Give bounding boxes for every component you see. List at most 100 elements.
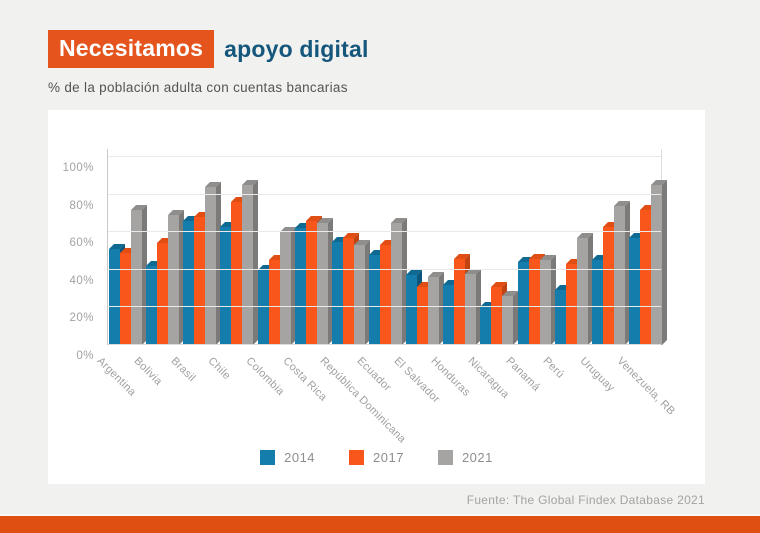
- y-axis-tick-40%: 40%: [69, 274, 94, 287]
- bar-Costa Rica-2021: [316, 222, 328, 345]
- bar-group-Uruguay: Uruguay: [577, 205, 625, 394]
- bar-group-Colombia: Colombia: [243, 232, 291, 398]
- bar-Chile-2021: [242, 185, 254, 345]
- bar-El Salvador-2017: [417, 286, 429, 345]
- bar-Chile-2014: [220, 226, 232, 345]
- bar-Perú-2021: [576, 237, 588, 345]
- bar-Argentina-2014: [109, 249, 120, 345]
- bar-Panamá-2021: [539, 260, 551, 345]
- title-badge: Necesitamos: [48, 30, 215, 68]
- bar-República Dominicana-2021: [353, 245, 365, 345]
- bar-Costa Rica-2017: [305, 220, 317, 345]
- chart-subtitle: % de la población adulta con cuentas ban…: [48, 80, 348, 95]
- bar-Honduras-2021: [465, 273, 477, 345]
- y-axis-tick-0%: 0%: [76, 350, 94, 362]
- bar-República Dominicana-2014: [331, 241, 343, 345]
- bar-Perú-2017: [565, 264, 577, 345]
- bar-Chile-2017: [231, 202, 243, 345]
- bar-Uruguay-2017: [602, 226, 614, 345]
- bar-Venezuela, RB-2021: [650, 185, 662, 345]
- bar-Nicaragua-2021: [502, 296, 514, 345]
- x-axis-label-Chile: Chile: [205, 355, 234, 383]
- bar-Colombia-2014: [257, 269, 269, 345]
- bar-group-Venezuela, RB: Venezuela, RB: [614, 185, 677, 418]
- gridline-40%: 40%: [69, 268, 661, 287]
- bar-Nicaragua-2017: [491, 286, 503, 345]
- x-axis-label-Brasil: Brasil: [168, 355, 199, 385]
- bar-group-Brasil: Brasil: [169, 187, 217, 384]
- bar-group-Argentina: Argentina: [95, 209, 142, 399]
- bar-Ecuador-2017: [379, 245, 391, 345]
- legend-label-2014: 2014: [284, 450, 316, 465]
- x-axis-label-Panamá: Panamá: [503, 355, 542, 394]
- chart-card: Argentina Bolivia Brasil Chile Colombia Costa…: [48, 110, 705, 484]
- bar-Bolivia-2017: [157, 243, 169, 345]
- bar-group-Chile: Chile: [206, 185, 254, 382]
- legend-item-2017: 2017: [349, 450, 404, 465]
- x-axis-label-Bolivia: Bolivia: [131, 355, 165, 388]
- bar-El Salvador-2021: [428, 277, 440, 345]
- bar-group-El Salvador: El Salvador: [392, 275, 442, 406]
- bar-Colombia-2017: [268, 260, 280, 345]
- y-axis-tick-100%: 100%: [62, 162, 94, 174]
- legend-label-2017: 2017: [373, 450, 404, 465]
- x-axis-label-Perú: Perú: [540, 355, 566, 381]
- title-rest: apoyo digital: [224, 35, 369, 62]
- bar-group-Nicaragua: Nicaragua: [466, 286, 514, 401]
- bar-group-Bolivia: Bolivia: [132, 215, 180, 388]
- x-axis-label-Venezuela, RB: Venezuela, RB: [614, 355, 678, 418]
- legend-item-2021: 2021: [437, 450, 493, 465]
- bar-Uruguay-2014: [591, 260, 603, 345]
- bar-group-Ecuador: Ecuador: [354, 222, 402, 394]
- bar-Argentina-2017: [120, 252, 131, 345]
- bottom-accent-bar: [0, 514, 760, 533]
- bar-Ecuador-2014: [368, 254, 380, 345]
- bar-Colombia-2021: [279, 232, 291, 345]
- bar-República Dominicana-2017: [342, 237, 354, 345]
- x-axis-label-Ecuador: Ecuador: [354, 355, 394, 394]
- y-axis-tick-60%: 60%: [69, 237, 94, 250]
- bar-El Salvador-2014: [406, 275, 418, 345]
- bar-Brasil-2021: [205, 187, 217, 345]
- gridline-20%: 20%: [69, 306, 661, 324]
- y-axis-tick-80%: 80%: [69, 199, 94, 212]
- bar-group-Costa Rica: Costa Rica: [280, 220, 329, 404]
- bar-Argentina-2021: [131, 209, 142, 345]
- bar-Bolivia-2021: [168, 215, 180, 345]
- bar-Honduras-2017: [454, 258, 466, 345]
- bar-groups: Argentina Bolivia Brasil Chile Colombia Costa…: [95, 149, 677, 446]
- bar-Panamá-2014: [517, 262, 529, 345]
- bar-Venezuela, RB-2017: [639, 209, 651, 345]
- bar-Uruguay-2021: [613, 205, 625, 345]
- bar-Perú-2014: [554, 290, 566, 345]
- legend-item-2014: 2014: [260, 450, 315, 465]
- gridline-60%: 60%: [69, 231, 661, 249]
- gridline-80%: 80%: [69, 193, 661, 212]
- legend-swatch-2014: [260, 450, 276, 465]
- bar-Nicaragua-2014: [480, 307, 492, 345]
- bar-Venezuela, RB-2014: [628, 237, 640, 345]
- x-axis-label-Uruguay: Uruguay: [577, 355, 617, 395]
- legend-label-2021: 2021: [461, 450, 493, 465]
- bar-Costa Rica-2014: [294, 228, 306, 345]
- plot-area: Argentina Bolivia Brasil Chile Colombia Costa…: [63, 149, 677, 446]
- legend: 2014 2017 2021: [48, 450, 705, 465]
- bar-group-República Dominicana: República Dominicana: [317, 237, 408, 446]
- bar-group-Perú: Perú: [540, 237, 588, 381]
- bar-Honduras-2014: [443, 284, 455, 345]
- legend-swatch-2021: [437, 450, 453, 465]
- x-axis-label-Colombia: Colombia: [243, 355, 287, 399]
- source-note: Fuente: The Global Findex Database 2021: [466, 493, 705, 507]
- gridline-0%: 0%: [76, 344, 661, 362]
- bar-Ecuador-2021: [390, 222, 402, 345]
- bar-Brasil-2014: [183, 220, 195, 345]
- bar-Brasil-2017: [194, 217, 206, 345]
- page-title: Necesitamos apoyo digital: [48, 30, 369, 68]
- bar-Bolivia-2014: [146, 266, 158, 345]
- bar-group-Panamá: Panamá: [503, 258, 551, 394]
- bar-Panamá-2017: [528, 258, 540, 345]
- legend-swatch-2017: [349, 450, 365, 465]
- y-axis-tick-20%: 20%: [69, 312, 94, 325]
- bar-group-Honduras: Honduras: [429, 258, 477, 399]
